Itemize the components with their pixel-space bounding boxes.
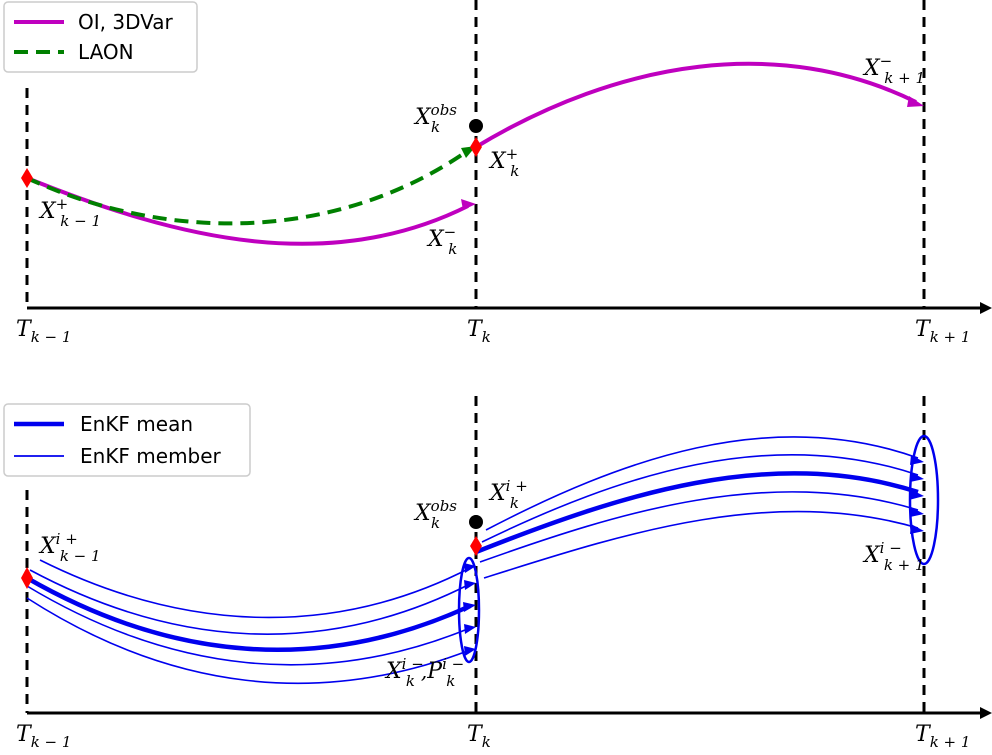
top-tick-t-k: Tk xyxy=(467,317,491,346)
bottom-member-2c xyxy=(479,491,919,563)
top-oi-arrowhead-1 xyxy=(461,199,476,210)
bottom-legend-label-mean: EnKF mean xyxy=(80,412,193,436)
bottom-legend-label-member: EnKF member xyxy=(80,444,222,468)
bottom-member-2a xyxy=(485,436,919,531)
bottom-arrowheads-1 xyxy=(463,563,476,656)
bottom-label-x-next-minus: Xi − k + 1 xyxy=(862,539,925,574)
bottom-label-x-obs: Xobs k xyxy=(413,497,457,532)
bottom-tick-t-next: Tk + 1 xyxy=(915,722,970,751)
bottom-tick-t-k: Tk xyxy=(467,722,491,751)
top-label-x-obs: Xobs k xyxy=(413,101,457,136)
top-label-x-k-plus: X+ k xyxy=(488,145,519,180)
bottom-member-1a xyxy=(39,559,471,619)
bottom-mean-2 xyxy=(475,471,919,555)
top-time-axis-arrowhead xyxy=(980,302,992,314)
bottom-tick-t-prev: Tk − 1 xyxy=(16,722,71,751)
bottom-observation-point xyxy=(469,515,483,529)
top-tick-t-next: Tk + 1 xyxy=(915,317,970,346)
bottom-label-x-k-plus: Xi + k xyxy=(488,477,528,512)
bottom-member-2d xyxy=(483,510,919,579)
top-oi-arrowhead-2 xyxy=(907,96,924,107)
top-oi-forecast-2 xyxy=(474,61,917,149)
top-laon-forecast xyxy=(26,150,468,226)
bottom-enkf-window-2 xyxy=(475,436,919,579)
bottom-member-1d xyxy=(26,597,471,685)
bottom-legend: EnKF mean EnKF member xyxy=(3,403,251,477)
bottom-ensemble-spread-next xyxy=(908,434,940,566)
top-observation-point xyxy=(469,119,483,133)
bottom-label-x-prev-plus: Xi + k − 1 xyxy=(38,530,101,565)
top-legend-label-laon: LAON xyxy=(78,40,134,64)
top-label-x-k-minus: X− k xyxy=(426,223,457,258)
top-analysis-marker-k xyxy=(470,137,482,157)
bottom-mean-1 xyxy=(25,576,471,652)
bottom-member-2b xyxy=(481,453,919,543)
top-legend: OI, 3DVar LAON xyxy=(3,1,198,73)
top-label-x-prev-plus: X+ k − 1 xyxy=(38,195,101,230)
bottom-label-x-k-minus-p: Xi − k ,Pi − k xyxy=(384,655,464,690)
top-analysis-marker-prev xyxy=(21,168,33,188)
top-label-x-next-minus: X− k + 1 xyxy=(862,52,925,87)
bottom-analysis-marker-k xyxy=(470,536,482,556)
bottom-panel: EnKF mean EnKF member Xi + k − 1 Xobs k Xi… xyxy=(3,396,992,751)
bottom-time-axis-arrowhead xyxy=(980,707,992,719)
bottom-analysis-marker-prev xyxy=(21,567,33,589)
bottom-member-1c xyxy=(26,585,471,666)
top-legend-label-oi: OI, 3DVar xyxy=(78,10,174,34)
bottom-member-1b xyxy=(29,569,471,635)
top-panel: OI, 3DVar LAON X+ k − 1 Xobs k X+ k X− k X− k… xyxy=(3,0,992,346)
top-tick-t-prev: Tk − 1 xyxy=(16,317,71,346)
bottom-enkf-window-1 xyxy=(25,559,471,685)
bottom-ensemble-spread-k xyxy=(457,556,481,664)
